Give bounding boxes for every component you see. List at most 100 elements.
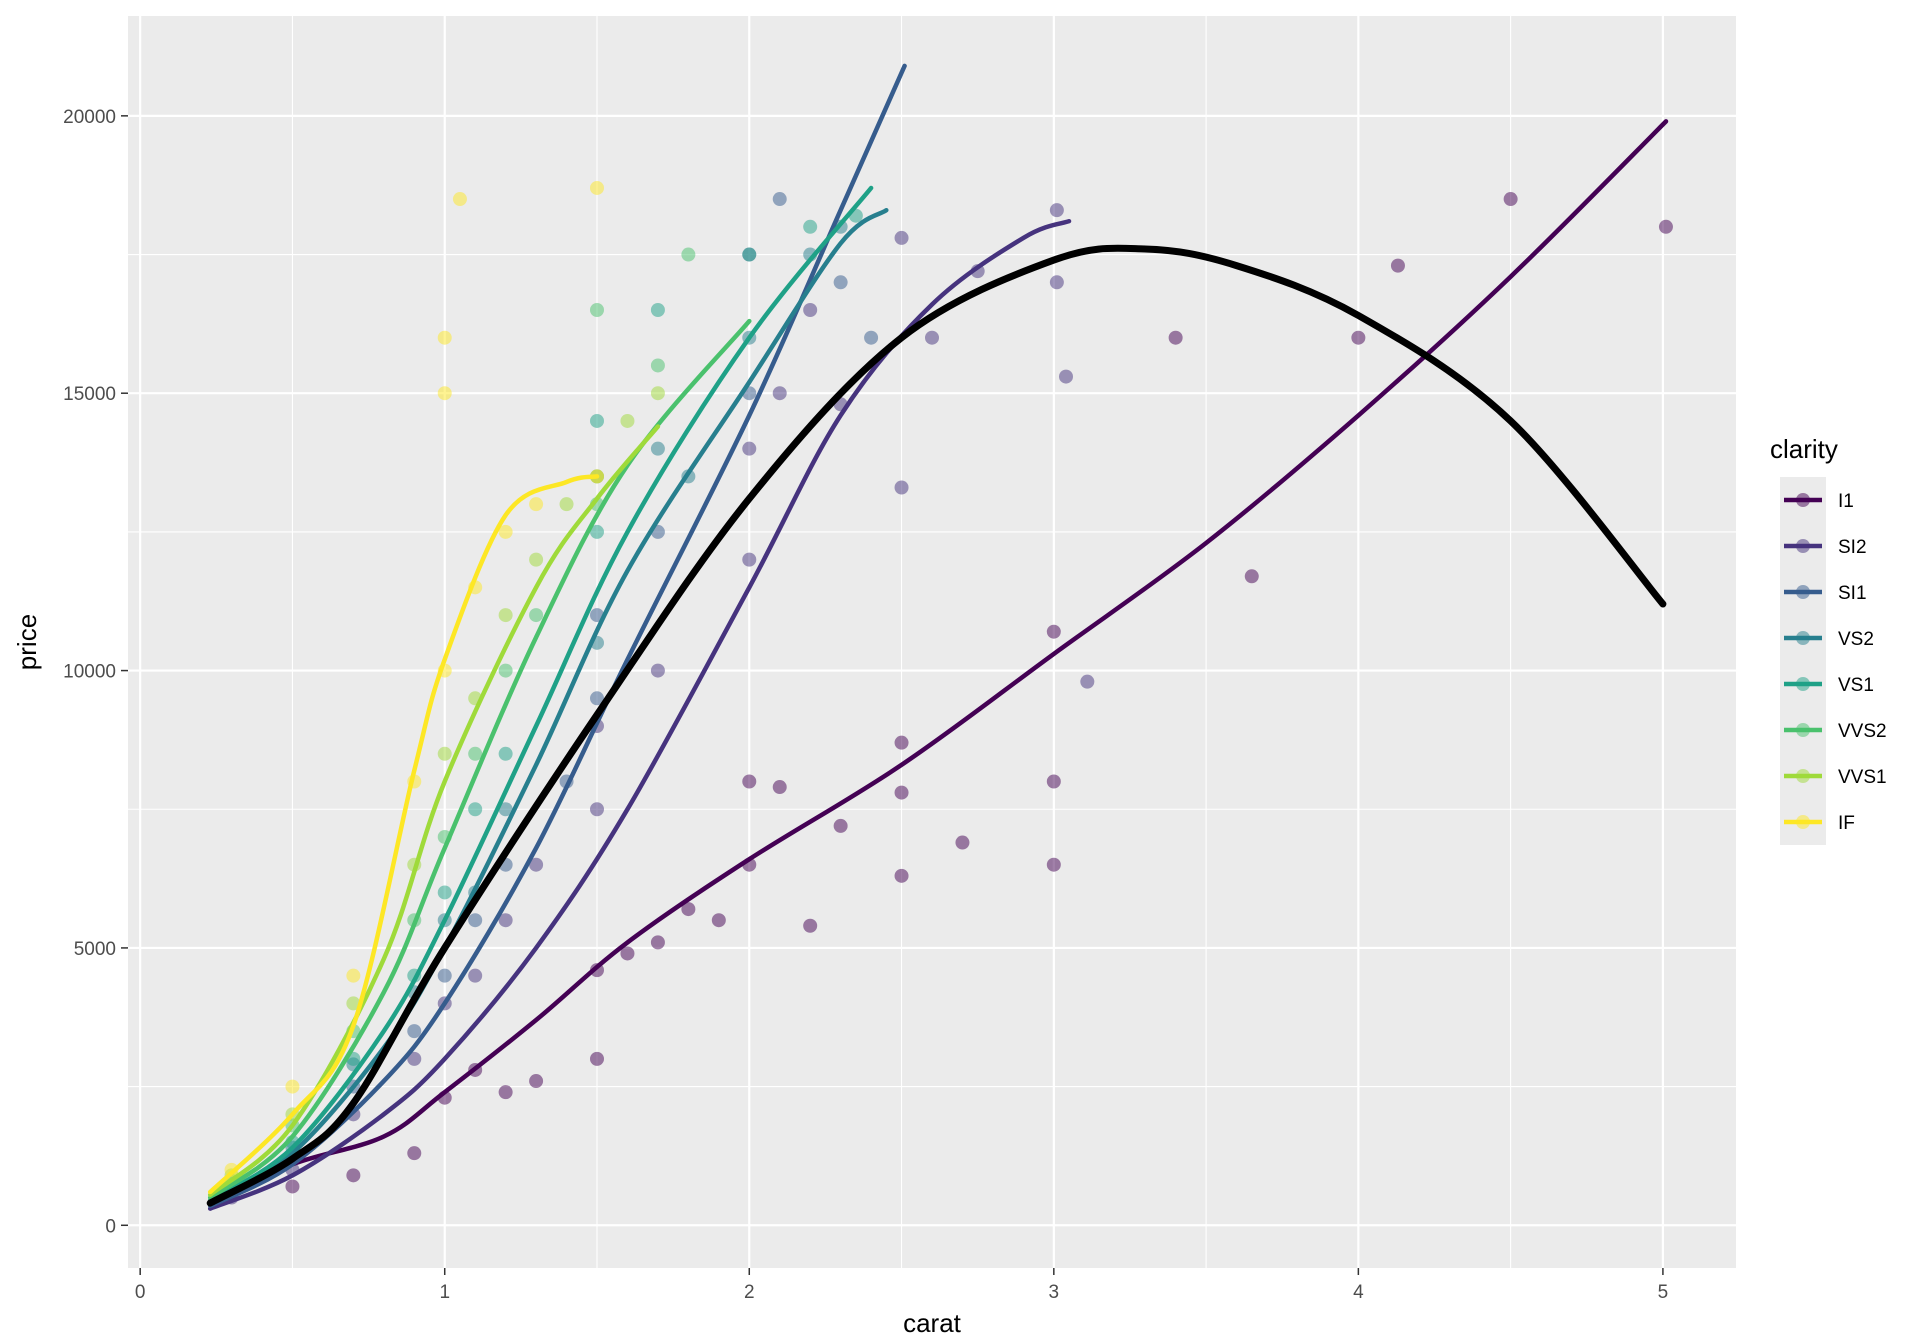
scatter-point — [437, 330, 452, 345]
scatter-point — [1351, 330, 1366, 345]
scatter-point — [894, 230, 909, 245]
scatter-point — [894, 735, 909, 750]
trend-line — [207, 424, 661, 1198]
y-tick-label: 10000 — [63, 662, 116, 683]
scatter-point — [1046, 774, 1061, 789]
scatter-point — [1168, 330, 1183, 345]
legend-key-point — [1796, 493, 1810, 507]
legend-title: clarity — [1770, 434, 1838, 464]
x-tick-label: 0 — [135, 1282, 146, 1303]
scatter-point — [772, 780, 787, 795]
scatter-point — [590, 303, 604, 318]
y-axis: 0 5000 10000 15000 20000 — [63, 107, 128, 1237]
scatter-point — [468, 913, 483, 928]
scatter-point — [742, 774, 757, 789]
scatter-point — [498, 1085, 513, 1100]
trend-line — [207, 207, 889, 1206]
scatter-point — [803, 219, 818, 234]
scatter-point — [833, 818, 848, 833]
scatter-point — [407, 1146, 422, 1161]
scatter-point — [1049, 203, 1064, 218]
scatter-point — [742, 552, 757, 567]
legend-label: VS2 — [1838, 629, 1874, 650]
plot-panel — [128, 16, 1736, 1268]
scatter-point — [650, 935, 665, 950]
scatter-point — [650, 663, 665, 678]
scatter-point — [559, 497, 574, 512]
scatter-point — [1503, 192, 1518, 207]
scatter-point — [742, 441, 757, 456]
scatter-point — [620, 946, 635, 961]
scatter-point — [346, 1168, 361, 1183]
legend-label: SI2 — [1838, 537, 1867, 558]
legend-key-point — [1796, 539, 1810, 553]
scatter-point — [590, 524, 604, 539]
trend-line — [207, 318, 752, 1200]
scatter-point — [468, 968, 483, 983]
scatter-point — [452, 192, 467, 207]
scatter-point — [650, 358, 665, 373]
x-tick-label: 5 — [1658, 1282, 1669, 1303]
trend-line — [207, 474, 600, 1195]
legend-label: SI1 — [1838, 583, 1867, 604]
x-axis: 0 1 2 3 4 5 — [135, 1268, 1668, 1303]
scatter-point — [894, 480, 909, 495]
scatter-point — [1390, 258, 1405, 273]
legend-key-point — [1796, 585, 1810, 599]
y-tick-label: 15000 — [63, 384, 116, 405]
scatter-point — [590, 802, 604, 817]
grid-minor — [128, 16, 1736, 1268]
scatter-point — [833, 275, 848, 290]
legend-label: IF — [1838, 813, 1855, 834]
scatter-point — [1658, 219, 1673, 234]
x-tick-label: 4 — [1353, 1282, 1364, 1303]
scatter-point — [407, 1024, 422, 1039]
legend-label: VVS2 — [1838, 721, 1887, 742]
scatter-point — [346, 996, 361, 1011]
legend-key-point — [1796, 815, 1810, 829]
scatter-point — [498, 913, 513, 928]
trend-lines — [207, 63, 1669, 1211]
y-tick-label: 0 — [105, 1216, 116, 1237]
trend-line — [207, 119, 1669, 1206]
scatter-point — [437, 386, 452, 401]
x-tick-label: 1 — [439, 1282, 450, 1303]
scatter-point — [498, 663, 513, 678]
scatter-point — [498, 608, 513, 623]
trend-line — [207, 63, 907, 1209]
legend-label: VS1 — [1838, 675, 1874, 696]
overall-trend — [206, 244, 1667, 1207]
scatter-point — [529, 497, 544, 512]
scatter-point — [650, 441, 665, 456]
scatter-point — [650, 303, 665, 318]
scatter-point — [407, 1051, 422, 1066]
scatter-point — [864, 330, 879, 345]
scatter-point — [925, 330, 939, 345]
scatter-point — [437, 746, 452, 761]
x-axis-title: carat — [903, 1308, 962, 1338]
legend-key-point — [1796, 631, 1810, 645]
scatter-point — [437, 885, 452, 900]
x-tick-label: 3 — [1049, 1282, 1060, 1303]
scatter-point — [529, 608, 544, 623]
scatter-point — [894, 785, 909, 800]
scatter-point — [498, 746, 513, 761]
y-tick-label: 5000 — [74, 939, 116, 960]
scatter-point — [498, 524, 513, 539]
scatter-point — [620, 413, 635, 428]
scatter-point — [529, 857, 544, 872]
x-tick-label: 2 — [744, 1282, 755, 1303]
legend: clarity I1 SI2 SI1 VS2 VS1 VVS2 VVS1 IF — [1770, 434, 1887, 845]
scatter-point — [772, 386, 787, 401]
scatter-point — [803, 918, 818, 933]
scatter-point — [772, 192, 787, 207]
scatter-point — [803, 303, 818, 318]
scatter-point — [285, 1179, 300, 1194]
scatter-point — [468, 746, 483, 761]
scatter-point — [498, 802, 513, 817]
scatter-point — [742, 247, 757, 262]
scatter-point — [1244, 569, 1259, 584]
scatter-point — [590, 413, 604, 428]
scatter-point — [1046, 857, 1061, 872]
